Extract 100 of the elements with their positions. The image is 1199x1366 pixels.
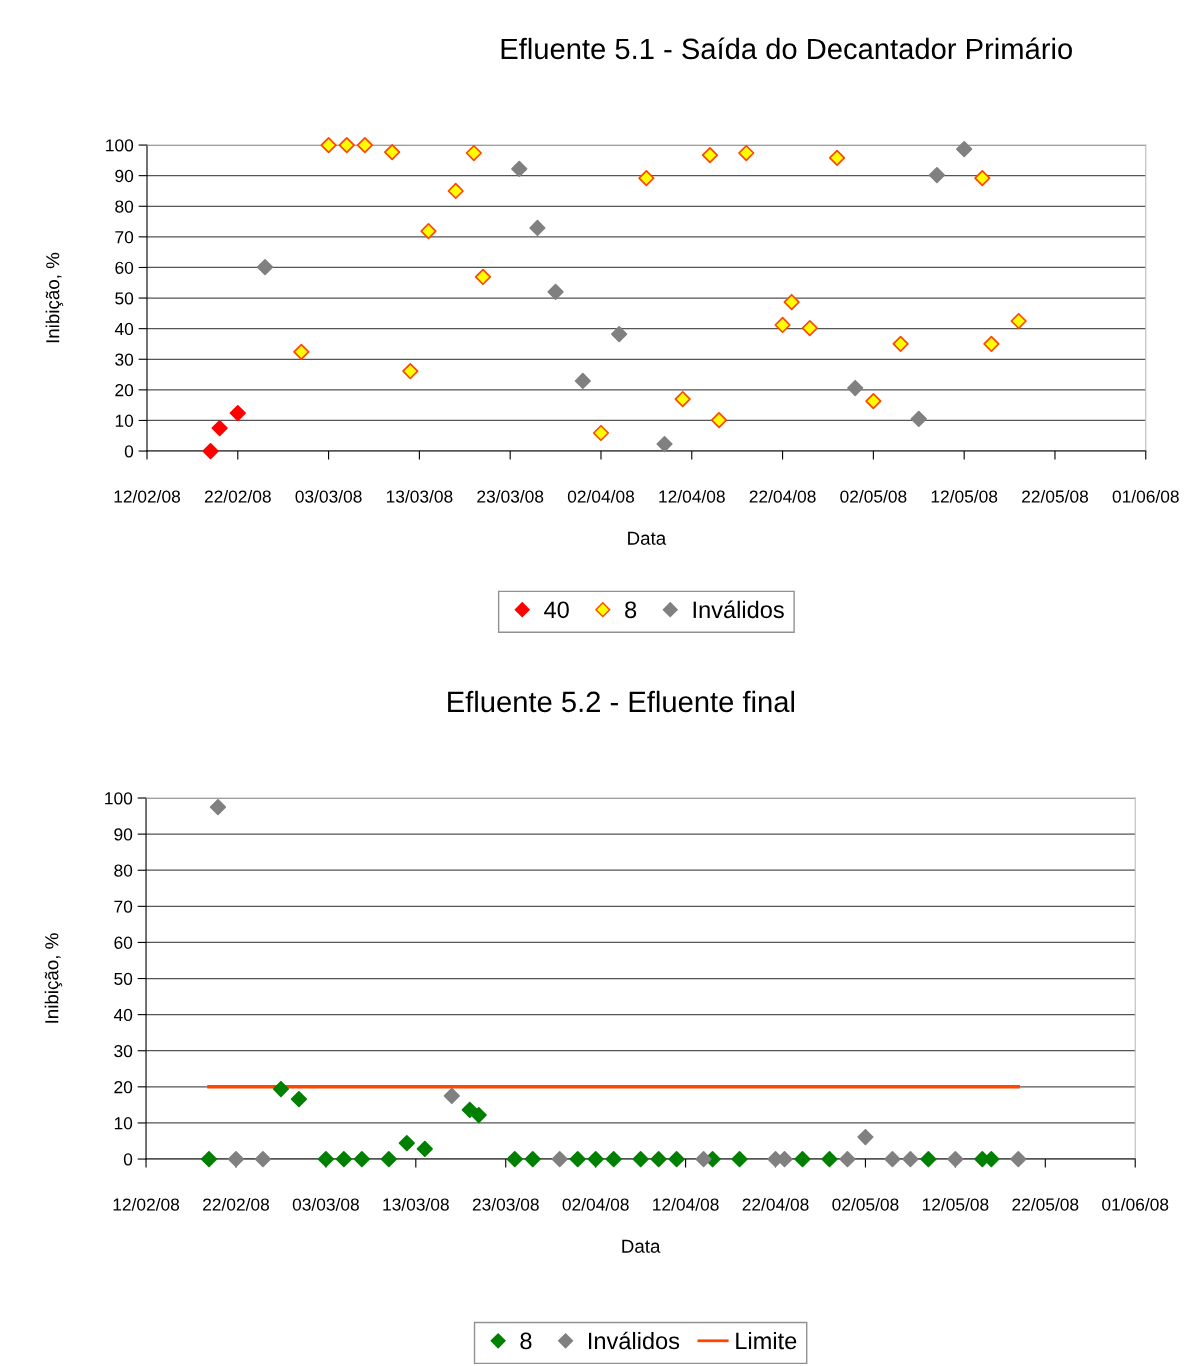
x-tick-label: 13/03/08 <box>386 489 453 503</box>
legend-label: Inválidos <box>693 600 784 619</box>
point <box>839 1150 856 1168</box>
point <box>293 343 310 361</box>
point <box>638 169 655 187</box>
x-tick-label: 22/04/08 <box>749 489 816 503</box>
y-tick-label: 100 <box>105 792 133 805</box>
point <box>674 390 691 408</box>
point <box>511 160 528 178</box>
y-axis-title: Inibição, % <box>44 933 63 1023</box>
x-tick-label: 01/06/08 <box>1112 489 1179 503</box>
point <box>447 182 464 200</box>
x-tick-label: 12/04/08 <box>653 1197 719 1211</box>
x-tick-label: 22/02/08 <box>204 489 271 503</box>
point <box>569 1150 586 1168</box>
point <box>783 293 800 311</box>
point <box>983 335 1000 353</box>
x-tick-label: 03/03/08 <box>292 1197 359 1211</box>
x-tick-label: 23/03/08 <box>477 489 544 503</box>
point <box>947 1150 964 1168</box>
x-tick-label: 02/04/08 <box>562 1197 629 1211</box>
x-tick-label: 22/02/08 <box>203 1197 269 1211</box>
x-tick-label: 02/04/08 <box>567 489 635 503</box>
y-tick-label: 20 <box>114 1081 133 1094</box>
y-tick-label: 70 <box>114 900 133 913</box>
y-tick-label: 40 <box>113 1008 133 1022</box>
point <box>398 1135 415 1152</box>
point <box>828 149 846 167</box>
point <box>209 798 227 816</box>
y-tick-label: 30 <box>115 353 134 366</box>
point <box>587 1150 604 1168</box>
point <box>211 419 228 437</box>
point <box>605 1150 622 1168</box>
point <box>402 363 419 380</box>
point <box>227 1150 245 1168</box>
x-tick-label: 12/02/08 <box>114 489 181 503</box>
legend-label: Inválidos <box>589 1331 680 1350</box>
x-axis-title: Data <box>622 1239 661 1253</box>
x-axis-title: Data <box>628 531 667 545</box>
point <box>801 319 818 337</box>
point <box>320 136 337 154</box>
y-tick-label: 90 <box>114 828 133 841</box>
point <box>821 1150 838 1168</box>
y-tick-label: 80 <box>114 864 133 877</box>
point <box>656 435 673 453</box>
point <box>695 1150 712 1168</box>
point <box>506 1150 523 1168</box>
legend-label: 8 <box>520 1332 532 1350</box>
point <box>353 1150 370 1168</box>
y-tick-label: 40 <box>114 322 134 336</box>
point <box>529 219 546 237</box>
y-tick-label: 100 <box>106 139 134 152</box>
point <box>317 1150 335 1168</box>
y-tick-label: 60 <box>115 261 134 274</box>
x-tick-label: 03/03/08 <box>295 489 362 503</box>
y-tick-label: 10 <box>114 1117 133 1130</box>
x-tick-label: 22/04/08 <box>742 1197 809 1211</box>
point <box>470 1106 487 1124</box>
point <box>547 283 564 301</box>
point <box>738 144 755 162</box>
y-tick-label: 20 <box>115 384 134 397</box>
x-tick-label: 12/02/08 <box>113 1197 180 1211</box>
point <box>474 268 492 286</box>
point <box>551 1150 568 1168</box>
y-tick-label: 30 <box>114 1044 133 1058</box>
y-tick-label: 10 <box>115 414 134 427</box>
point <box>200 1150 218 1168</box>
point <box>892 335 909 353</box>
point <box>380 1150 397 1168</box>
x-tick-label: 12/05/08 <box>922 1197 989 1211</box>
point <box>774 316 791 334</box>
x-tick-label: 02/05/08 <box>840 489 907 503</box>
point <box>256 259 274 276</box>
point <box>632 1150 649 1168</box>
point <box>592 424 610 442</box>
point <box>416 1140 433 1158</box>
point <box>956 140 973 158</box>
x-tick-label: 12/05/08 <box>931 489 998 503</box>
point <box>920 1150 937 1168</box>
point <box>202 442 219 460</box>
y-tick-label: 0 <box>124 445 134 458</box>
legend-label: 8 <box>625 601 637 619</box>
y-tick-label: 70 <box>115 231 134 244</box>
x-tick-label: 01/06/08 <box>1102 1197 1169 1211</box>
point <box>443 1087 460 1104</box>
x-tick-label: 12/04/08 <box>659 489 725 503</box>
point <box>465 144 482 162</box>
point <box>865 393 882 410</box>
y-tick-label: 50 <box>115 292 134 305</box>
point <box>974 169 991 187</box>
point <box>668 1150 685 1168</box>
point <box>902 1150 919 1168</box>
legend-label: Limite <box>736 1331 797 1350</box>
point <box>1010 1150 1027 1168</box>
legend-label: 40 <box>544 601 569 619</box>
point <box>847 379 864 397</box>
x-tick-label: 02/05/08 <box>832 1197 899 1211</box>
point <box>524 1150 541 1168</box>
point <box>574 372 591 390</box>
point <box>731 1150 748 1168</box>
